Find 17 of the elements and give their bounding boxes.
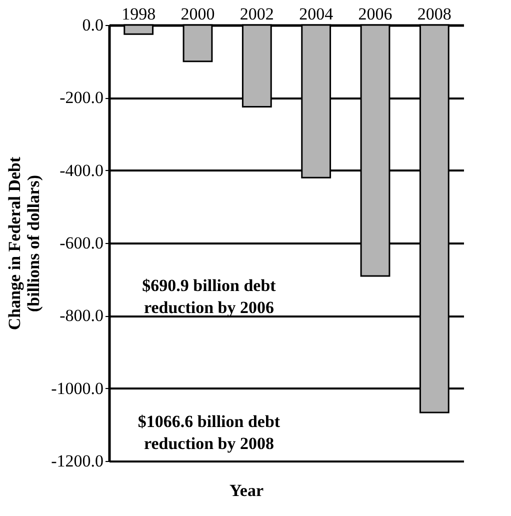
y-tick-label: -1200.0 [51, 452, 104, 470]
y-tick-label: -1000.0 [51, 378, 104, 398]
x-tick-label: 2008 [417, 4, 452, 24]
x-tick-label: 2002 [240, 4, 274, 24]
y-tick-label: 0.0 [82, 16, 104, 34]
x-tick-label: 1998 [122, 4, 156, 24]
y-axis-title: Change in Federal Debt (billions of dollars) [5, 156, 44, 330]
annotation: $690.9 billion debt reduction by 2006 [142, 276, 276, 317]
y-tick-label: -400.0 [60, 160, 104, 180]
x-tick-label: 2000 [180, 4, 215, 24]
y-tick-label: -600.0 [60, 234, 104, 252]
annotation: $1066.6 billion debt reduction by 2008 [138, 412, 280, 453]
y-tick-label: -200.0 [60, 88, 104, 108]
x-axis-title: Year [230, 481, 264, 500]
y-tick-label: -800.0 [60, 306, 104, 326]
x-tick-label: 2006 [358, 4, 392, 24]
x-tick-label: 2004 [299, 4, 334, 24]
